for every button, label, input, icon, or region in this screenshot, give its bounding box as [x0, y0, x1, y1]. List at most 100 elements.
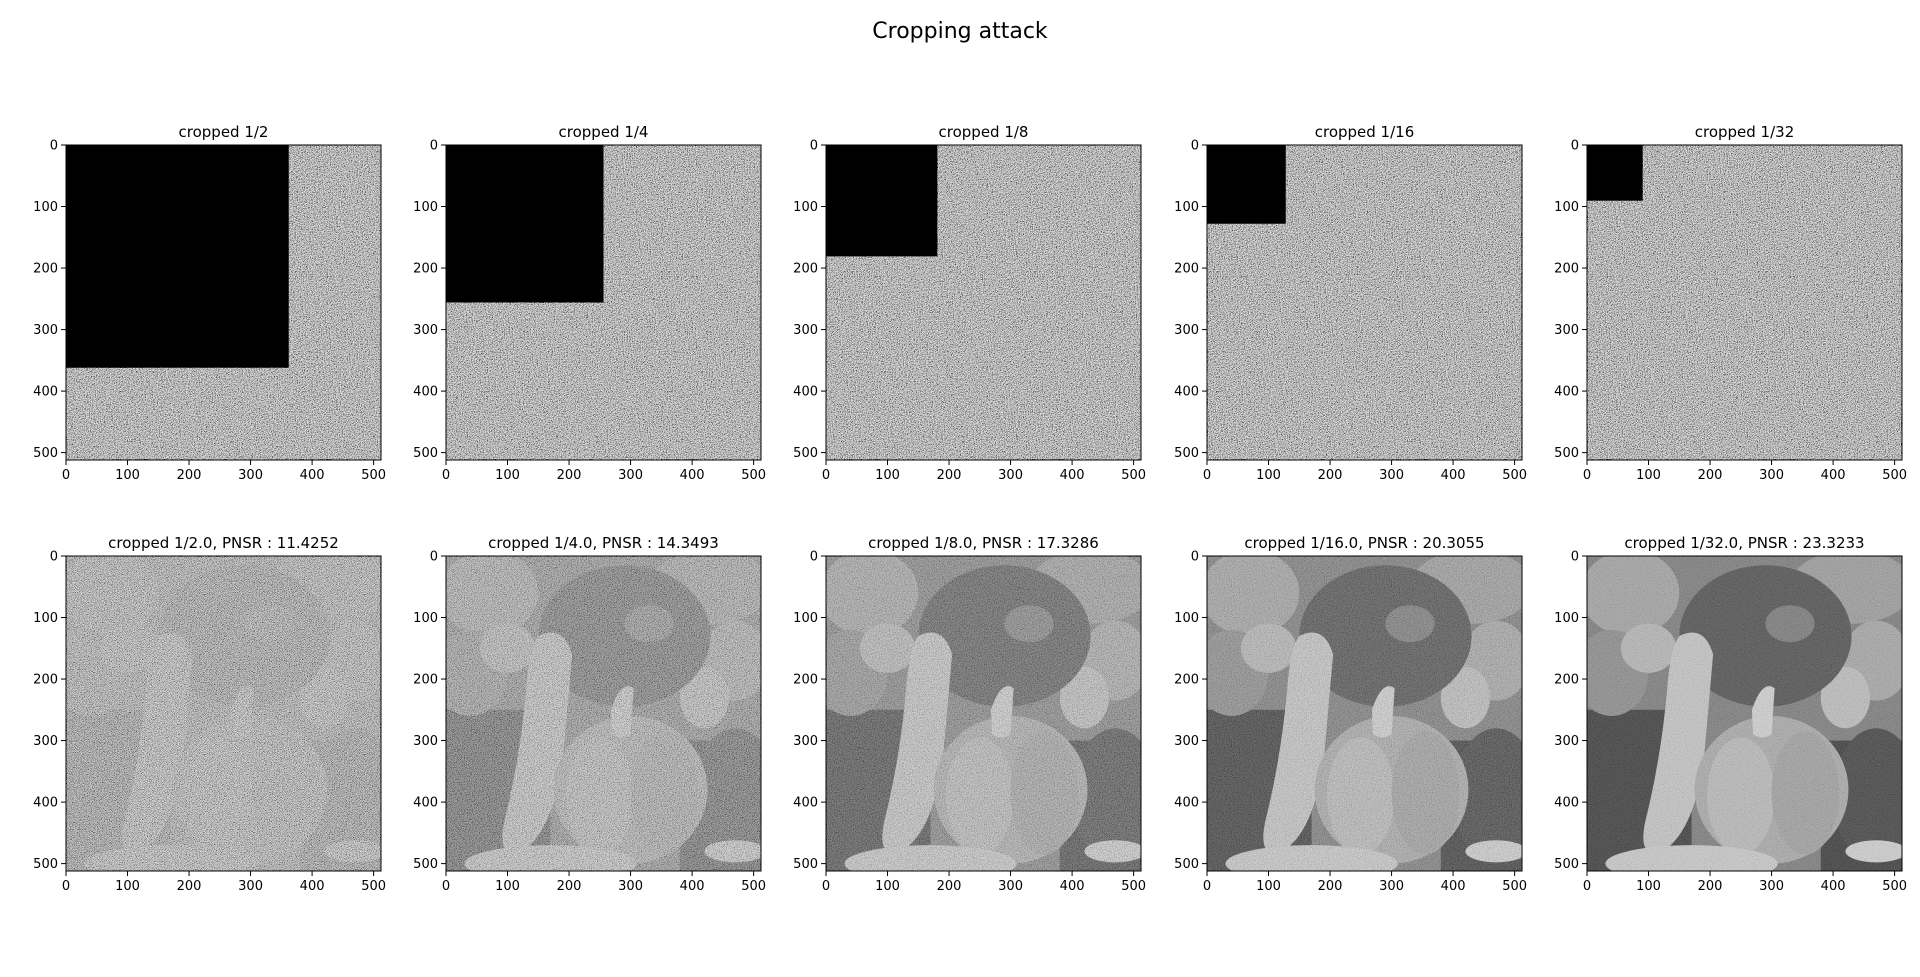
x-tick-label: 0 — [442, 468, 450, 483]
x-tick-label: 500 — [1121, 468, 1146, 483]
x-tick-label: 0 — [1583, 468, 1591, 483]
x-tick-label: 400 — [1821, 468, 1846, 483]
y-tick-label: 400 — [413, 385, 438, 400]
y-tick-label: 300 — [1554, 734, 1579, 749]
image-content — [1587, 145, 1902, 460]
x-tick-label: 300 — [618, 468, 643, 483]
subplot-1: cropped 1/2 0 100 200 300 400 500 0 100 200 300 400… — [33, 123, 386, 483]
x-tick-label: 100 — [115, 468, 140, 483]
x-tick-label: 100 — [1636, 468, 1661, 483]
y-tick-label: 200 — [33, 673, 58, 688]
y-tick-label: 300 — [1174, 323, 1199, 338]
subplot-title: cropped 1/2.0, PNSR : 11.4252 — [108, 534, 339, 552]
x-tick-label: 0 — [1583, 879, 1591, 894]
x-tick-label: 300 — [238, 879, 263, 894]
x-tick-label: 300 — [618, 879, 643, 894]
image-content — [1587, 556, 1902, 871]
y-tick-label: 0 — [1191, 139, 1199, 154]
y-tick-label: 100 — [793, 200, 818, 215]
x-tick-label: 500 — [741, 468, 766, 483]
subplot-title: cropped 1/32 — [1695, 123, 1795, 141]
y-tick-label: 100 — [33, 200, 58, 215]
x-tick-label: 200 — [1318, 879, 1343, 894]
x-tick-label: 200 — [177, 879, 202, 894]
figure-suptitle: Cropping attack — [872, 19, 1048, 44]
x-tick-label: 300 — [238, 468, 263, 483]
y-tick-label: 400 — [33, 385, 58, 400]
x-tick-label: 200 — [1698, 468, 1723, 483]
x-tick-label: 400 — [300, 879, 325, 894]
y-tick-label: 500 — [33, 857, 58, 872]
image-content — [446, 145, 761, 460]
image-content — [66, 145, 381, 460]
x-tick-label: 500 — [1121, 879, 1146, 894]
x-tick-label: 400 — [1060, 468, 1085, 483]
subplot-title: cropped 1/32.0, PNSR : 23.3233 — [1624, 534, 1864, 552]
axes-frame — [1586, 555, 1903, 872]
axes-frame — [1206, 555, 1523, 872]
y-tick-label: 400 — [793, 796, 818, 811]
noise-overlay — [1587, 556, 1902, 871]
subplot-title: cropped 1/4.0, PNSR : 14.3493 — [488, 534, 719, 552]
y-tick-label: 400 — [793, 385, 818, 400]
subplot-title: cropped 1/4 — [559, 123, 649, 141]
y-tick-label: 300 — [33, 734, 58, 749]
x-tick-label: 100 — [875, 879, 900, 894]
x-tick-label: 400 — [300, 468, 325, 483]
y-tick-label: 200 — [413, 262, 438, 277]
y-tick-label: 300 — [793, 734, 818, 749]
y-tick-label: 200 — [793, 673, 818, 688]
x-tick-label: 300 — [1379, 879, 1404, 894]
y-tick-label: 500 — [793, 857, 818, 872]
x-tick-label: 200 — [937, 468, 962, 483]
y-tick-label: 500 — [1554, 857, 1579, 872]
y-tick-label: 500 — [33, 446, 58, 461]
y-tick-label: 0 — [430, 550, 438, 565]
subplot-9: cropped 1/16.0, PNSR : 20.3055 0 100 200 300… — [1174, 534, 1527, 894]
subplot-2: cropped 1/4 0 100 200 300 400 500 0 100 200 300 400… — [413, 123, 766, 483]
x-tick-label: 400 — [680, 879, 705, 894]
y-tick-label: 200 — [793, 262, 818, 277]
y-tick-label: 200 — [413, 673, 438, 688]
y-tick-label: 400 — [1174, 796, 1199, 811]
noise-overlay — [1207, 556, 1522, 871]
x-tick-label: 0 — [62, 879, 70, 894]
x-tick-label: 200 — [177, 468, 202, 483]
x-tick-label: 200 — [1698, 879, 1723, 894]
subplot-10: cropped 1/32.0, PNSR : 23.3233 0 100 200 300… — [1554, 534, 1907, 894]
subplot-title: cropped 1/16 — [1315, 123, 1415, 141]
y-tick-label: 200 — [1174, 673, 1199, 688]
x-tick-label: 500 — [741, 879, 766, 894]
y-tick-label: 500 — [413, 446, 438, 461]
noise-overlay — [446, 556, 761, 871]
x-tick-label: 200 — [937, 879, 962, 894]
y-tick-label: 300 — [413, 323, 438, 338]
x-tick-label: 100 — [115, 879, 140, 894]
y-tick-label: 100 — [33, 611, 58, 626]
y-tick-label: 500 — [1174, 446, 1199, 461]
x-tick-label: 400 — [1441, 879, 1466, 894]
y-tick-label: 500 — [1174, 857, 1199, 872]
subplot-grid: cropped 1/2 0 100 200 300 400 500 0 100 200 300 400… — [33, 123, 1907, 894]
x-tick-label: 200 — [557, 468, 582, 483]
y-tick-label: 300 — [1554, 323, 1579, 338]
y-tick-label: 200 — [1554, 262, 1579, 277]
x-tick-label: 100 — [1256, 879, 1281, 894]
y-tick-label: 0 — [1571, 550, 1579, 565]
x-tick-label: 100 — [1636, 879, 1661, 894]
image-content — [66, 556, 381, 871]
x-tick-label: 200 — [557, 879, 582, 894]
y-tick-label: 100 — [413, 200, 438, 215]
x-tick-label: 400 — [1821, 879, 1846, 894]
cropped-region — [66, 145, 289, 368]
cropped-region — [826, 145, 938, 257]
y-tick-label: 200 — [1554, 673, 1579, 688]
y-tick-label: 400 — [1554, 796, 1579, 811]
x-tick-label: 0 — [62, 468, 70, 483]
x-tick-label: 0 — [442, 879, 450, 894]
y-tick-label: 300 — [413, 734, 438, 749]
axes-frame — [825, 144, 1142, 461]
y-tick-label: 200 — [33, 262, 58, 277]
y-tick-label: 0 — [50, 139, 58, 154]
